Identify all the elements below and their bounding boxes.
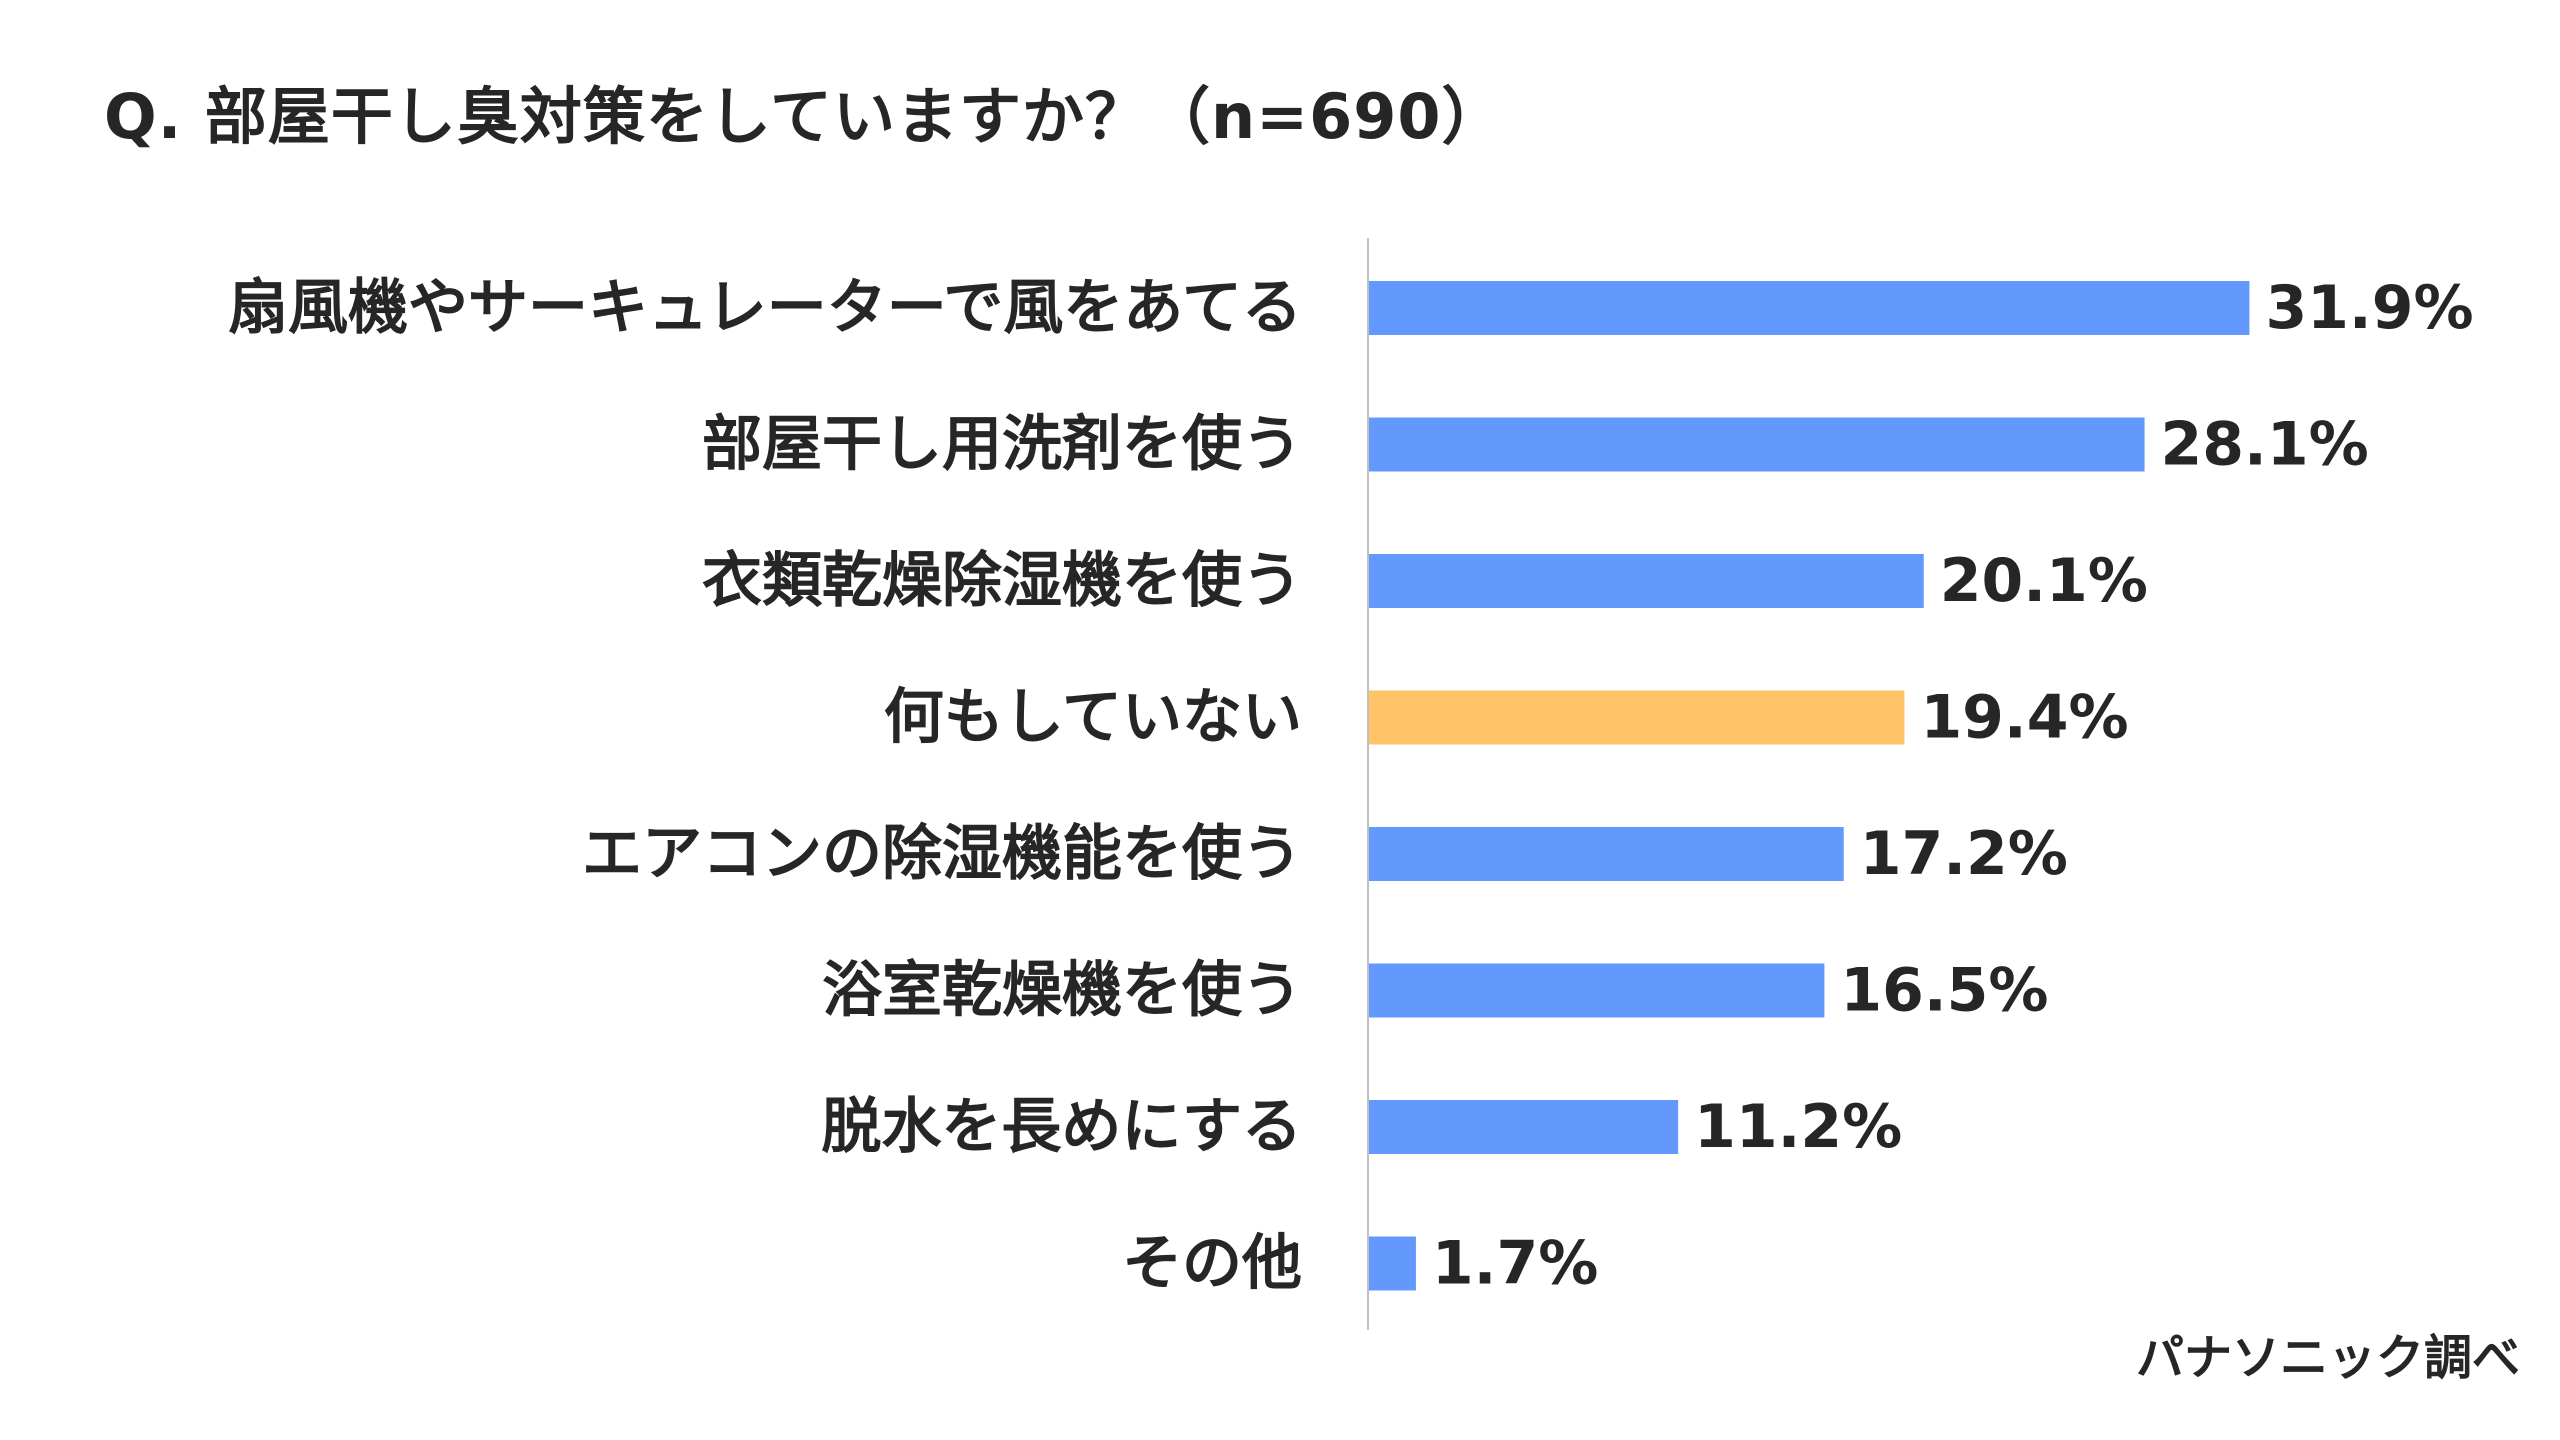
category-label: 衣類乾燥除湿機を使う	[702, 546, 1302, 616]
value-label: 16.5%	[1840, 956, 2048, 1026]
bars	[1369, 281, 2250, 1291]
category-label: その他	[1122, 1229, 1302, 1299]
value-label: 19.4%	[1920, 683, 2128, 753]
category-label: 脱水を長めにする	[821, 1092, 1302, 1162]
bar	[1369, 963, 1825, 1018]
value-label: 1.7%	[1432, 1229, 1598, 1299]
bar	[1369, 554, 1924, 608]
bar	[1369, 417, 2145, 472]
bar	[1369, 827, 1844, 881]
value-label: 17.2%	[1860, 819, 2068, 889]
bar	[1369, 690, 1905, 745]
category-label: エアコンの除湿機能を使う	[582, 819, 1302, 889]
category-label: 何もしていない	[884, 683, 1302, 753]
bar	[1369, 281, 2250, 335]
category-label: 扇風機やサーキュレーターで風をあてる	[228, 273, 1302, 343]
category-label: 浴室乾燥機を使う	[822, 956, 1302, 1026]
bar	[1369, 1236, 1416, 1291]
value-label: 31.9%	[2265, 273, 2473, 343]
value-labels: 31.9% 28.1%20.1% 19.4% 17.2% 16.5% 11.2% 1.7%	[1432, 273, 2474, 1299]
category-label: 部屋干し用洗剤を使う	[702, 410, 1302, 480]
category-labels: 扇風機やサーキュレーターで風をあてる部屋干し用洗剤を使う衣類乾燥除湿機を使う何も…	[228, 273, 1302, 1299]
bar	[1369, 1100, 1679, 1154]
value-label: 20.1%	[1940, 546, 2148, 616]
source-note: パナソニック調べ	[2135, 1330, 2520, 1386]
chart-title: Q. 部屋干し臭対策をしていますか？（n=690）	[104, 80, 1505, 153]
value-label: 11.2%	[1694, 1092, 1902, 1162]
value-label: 28.1%	[2161, 410, 2369, 480]
